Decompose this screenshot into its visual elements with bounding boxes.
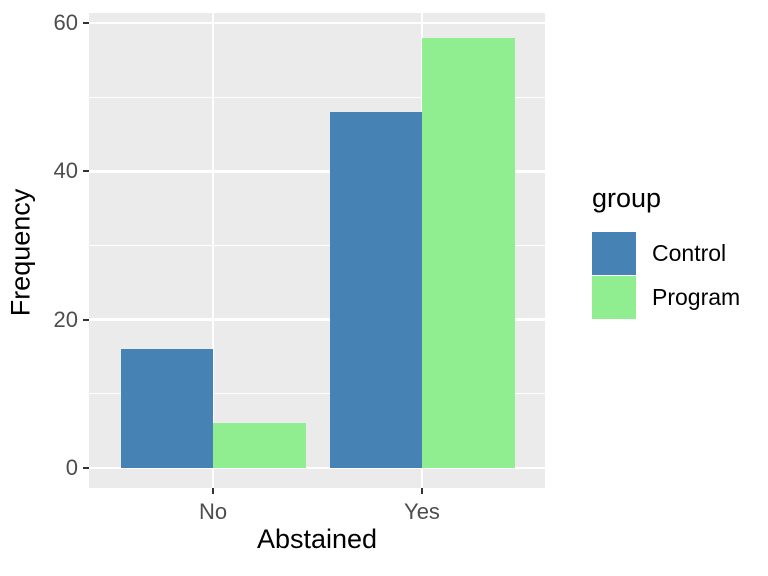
x-axis-title: Abstained [256,524,378,554]
legend-label-program: Program [652,284,741,310]
legend-entry-control: Control [592,232,726,275]
y-tick-label: 0 [65,455,78,480]
legend-key-control [592,232,636,275]
x-axis-tick [212,488,214,494]
minor-gridline-y [89,96,545,98]
major-gridline-y [89,21,545,25]
bar-program-yes [422,37,515,468]
legend-title: group [592,183,662,213]
y-axis-tick [83,467,89,469]
major-gridline-x [211,13,215,488]
minor-gridline-y [89,244,545,247]
legend: group Control Program [592,183,740,320]
plot-panel [89,13,545,488]
y-axis-tick [83,21,89,24]
bar-program-no [213,423,306,468]
major-gridline-y [89,466,545,470]
minor-gridline-y [89,393,545,395]
y-axis-tick [83,318,89,321]
legend-key-program [592,276,636,319]
y-tick-label: 40 [53,158,78,184]
legend-entry-program: Program [592,276,740,319]
x-tick-label: Yes [404,499,440,524]
legend-label-control: Control [652,240,727,266]
bar-control-yes [329,111,422,468]
bar-control-no [120,349,213,468]
y-axis-title: Frequency [5,188,36,317]
x-axis-tick [421,488,423,494]
y-tick-label: 60 [53,9,78,35]
major-gridline-y [89,318,545,321]
y-axis-tick [83,170,89,173]
x-tick-label: No [198,499,228,524]
y-tick-label: 20 [53,306,78,332]
major-gridline-y [89,170,545,173]
